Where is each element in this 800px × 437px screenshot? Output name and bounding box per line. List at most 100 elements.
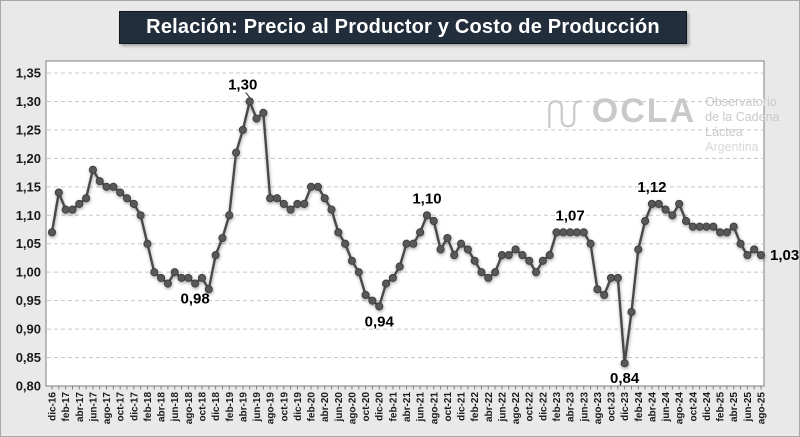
data-point bbox=[313, 182, 322, 191]
data-point bbox=[354, 268, 363, 277]
svg-text:jun-19: jun-19 bbox=[252, 392, 263, 423]
data-point bbox=[47, 228, 57, 237]
data-point bbox=[647, 199, 656, 208]
data-point bbox=[402, 239, 411, 248]
data-point bbox=[491, 268, 500, 277]
data-point bbox=[736, 239, 745, 248]
svg-text:1,10: 1,10 bbox=[16, 208, 41, 223]
svg-text:abr-19: abr-19 bbox=[238, 392, 249, 422]
data-point bbox=[361, 290, 370, 300]
svg-text:ago-23: ago-23 bbox=[593, 392, 604, 425]
data-point bbox=[470, 256, 479, 265]
data-point bbox=[579, 228, 588, 237]
svg-text:1,25: 1,25 bbox=[16, 122, 41, 137]
data-point bbox=[497, 251, 506, 260]
svg-text:oct-20: oct-20 bbox=[361, 392, 372, 422]
data-point bbox=[463, 245, 472, 254]
svg-text:1,05: 1,05 bbox=[16, 236, 41, 251]
data-point bbox=[157, 273, 166, 282]
svg-text:1,03: 1,03 bbox=[770, 247, 799, 264]
data-point bbox=[525, 256, 534, 265]
svg-text:abr-20: abr-20 bbox=[320, 392, 331, 422]
data-point bbox=[641, 216, 650, 226]
svg-text:0,95: 0,95 bbox=[16, 293, 41, 308]
data-point bbox=[443, 233, 452, 243]
data-point bbox=[654, 199, 663, 208]
svg-text:ago-22: ago-22 bbox=[511, 392, 522, 425]
data-point bbox=[266, 194, 275, 203]
svg-text:jun-25: jun-25 bbox=[743, 392, 754, 423]
data-point bbox=[286, 205, 295, 214]
x-axis-labels: dic-16 feb-17 abr-17 jun-17 ago-17 oct-17 dic-… bbox=[48, 392, 768, 425]
data-point bbox=[211, 251, 220, 260]
data-point bbox=[68, 205, 77, 214]
data-point bbox=[702, 222, 711, 231]
data-point bbox=[634, 245, 643, 254]
data-point bbox=[743, 251, 752, 260]
data-point bbox=[252, 114, 261, 123]
svg-text:oct-18: oct-18 bbox=[197, 392, 208, 422]
svg-text:dic-18: dic-18 bbox=[211, 392, 222, 421]
data-point bbox=[368, 296, 377, 305]
data-point bbox=[334, 228, 343, 237]
data-point bbox=[341, 239, 350, 248]
svg-text:oct-17: oct-17 bbox=[116, 392, 127, 422]
svg-text:feb-23: feb-23 bbox=[552, 392, 563, 422]
svg-text:abr-25: abr-25 bbox=[729, 392, 740, 422]
svg-text:1,30: 1,30 bbox=[16, 94, 41, 109]
data-point bbox=[129, 199, 138, 208]
data-point bbox=[606, 273, 616, 282]
data-point bbox=[381, 279, 391, 288]
data-point bbox=[450, 251, 459, 260]
data-point bbox=[436, 245, 445, 254]
data-point bbox=[729, 222, 738, 231]
data-point bbox=[320, 194, 329, 203]
data-point bbox=[218, 233, 227, 243]
svg-text:feb-21: feb-21 bbox=[388, 392, 399, 422]
svg-text:dic-24: dic-24 bbox=[702, 392, 713, 421]
data-point bbox=[293, 199, 302, 208]
data-point bbox=[511, 245, 520, 254]
svg-text:dic-16: dic-16 bbox=[48, 392, 59, 421]
svg-text:ago-25: ago-25 bbox=[757, 392, 768, 425]
svg-text:dic-19: dic-19 bbox=[293, 392, 304, 421]
svg-text:abr-18: abr-18 bbox=[157, 392, 168, 422]
svg-text:dic-22: dic-22 bbox=[538, 392, 549, 421]
svg-text:dic-20: dic-20 bbox=[375, 392, 386, 421]
data-point bbox=[586, 239, 595, 248]
svg-text:abr-21: abr-21 bbox=[402, 392, 413, 422]
svg-text:abr-17: abr-17 bbox=[75, 392, 86, 422]
svg-text:1,15: 1,15 bbox=[16, 179, 41, 194]
data-point bbox=[477, 268, 486, 277]
data-point bbox=[347, 256, 357, 265]
data-point bbox=[566, 228, 575, 237]
data-point bbox=[388, 273, 397, 282]
data-point bbox=[327, 205, 336, 214]
svg-text:1,07: 1,07 bbox=[556, 207, 585, 224]
data-point bbox=[518, 251, 527, 260]
data-point bbox=[429, 216, 438, 226]
svg-text:0,98: 0,98 bbox=[181, 291, 210, 308]
svg-text:oct-19: oct-19 bbox=[279, 392, 290, 422]
chart-title: Relación: Precio al Productor y Costo de… bbox=[146, 16, 660, 38]
data-point bbox=[272, 194, 282, 203]
svg-text:dic-21: dic-21 bbox=[457, 392, 468, 421]
svg-text:abr-24: abr-24 bbox=[647, 392, 658, 422]
data-point bbox=[422, 211, 432, 220]
data-point bbox=[504, 251, 513, 260]
svg-text:0,85: 0,85 bbox=[16, 350, 41, 365]
svg-text:1,12: 1,12 bbox=[637, 179, 666, 196]
x-axis-ticks bbox=[51, 386, 762, 390]
data-point bbox=[122, 194, 132, 203]
data-point bbox=[102, 182, 111, 191]
data-point bbox=[722, 228, 731, 237]
data-point bbox=[538, 256, 547, 265]
svg-text:jun-20: jun-20 bbox=[334, 392, 345, 423]
svg-text:1,35: 1,35 bbox=[16, 66, 41, 81]
svg-text:feb-17: feb-17 bbox=[61, 392, 72, 422]
data-point bbox=[204, 285, 213, 294]
data-point bbox=[259, 108, 268, 117]
data-point bbox=[416, 228, 425, 237]
data-point bbox=[54, 188, 63, 197]
